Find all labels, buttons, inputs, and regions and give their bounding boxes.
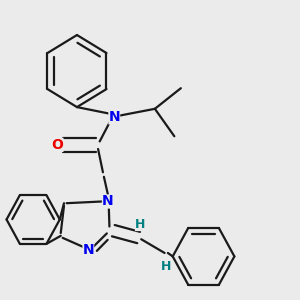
Text: H: H: [161, 260, 171, 272]
Text: H: H: [135, 218, 146, 231]
Text: N: N: [82, 242, 94, 256]
Text: N: N: [102, 194, 114, 208]
Text: N: N: [109, 110, 120, 124]
Text: O: O: [52, 138, 63, 152]
